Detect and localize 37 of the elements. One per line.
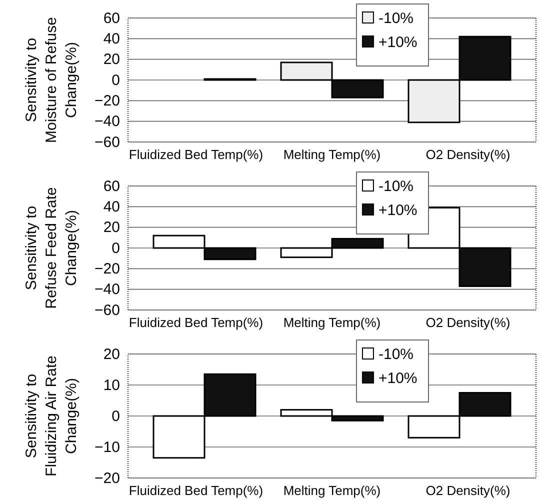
- y-tick-label: 0: [112, 240, 120, 257]
- x-tick-label: O2 Density(%): [426, 483, 510, 498]
- y-tick-label: 20: [103, 51, 120, 68]
- y-tick-label: −20: [94, 92, 120, 110]
- x-tick-label: Melting Temp(%): [283, 483, 381, 498]
- x-tick-label: Fluidized Bed Temp(%): [128, 315, 264, 330]
- y-tick-label: 0: [112, 408, 120, 425]
- y-tick-label: −10: [94, 438, 120, 456]
- y-tick-label: 60: [103, 178, 120, 195]
- legend-label: -10%: [378, 346, 414, 363]
- x-tick-label: Fluidized Bed Temp(%): [128, 483, 264, 498]
- legend-label: -10%: [378, 178, 414, 195]
- y-tick-label: 60: [103, 10, 120, 27]
- legend-label: +10%: [378, 202, 418, 219]
- y-tick-label: 40: [103, 30, 120, 48]
- y-axis-title: Sensitivity to Moisture of Refuse Change(%): [23, 17, 80, 143]
- x-tick-label: Melting Temp(%): [283, 315, 381, 330]
- y-tick-label: −60: [94, 302, 120, 319]
- y-tick-label: −60: [94, 134, 120, 151]
- legend-label: +10%: [378, 34, 418, 51]
- x-tick-label: Fluidized Bed Temp(%): [128, 147, 264, 162]
- y-tick-label: −20: [94, 260, 120, 278]
- y-tick-label: 20: [103, 346, 120, 363]
- y-tick-label: −40: [94, 113, 120, 130]
- y-tick-label: 20: [103, 219, 120, 236]
- y-tick-label: 40: [103, 198, 120, 216]
- y-tick-label: 0: [112, 72, 120, 89]
- legend-label: +10%: [378, 370, 418, 387]
- x-tick-label: O2 Density(%): [426, 315, 510, 330]
- y-tick-label: −20: [94, 470, 120, 487]
- y-axis-title: Sensitivity to Fluidizing Air Rate Change(%): [23, 356, 80, 476]
- y-tick-label: 10: [103, 376, 120, 394]
- y-axis-title: Sensitivity to Refuse Feed Rate Change(%): [23, 187, 80, 309]
- x-tick-label: Melting Temp(%): [283, 147, 381, 162]
- x-tick-label: O2 Density(%): [426, 147, 510, 162]
- legend-label: -10%: [378, 10, 414, 27]
- y-tick-label: −40: [94, 281, 120, 298]
